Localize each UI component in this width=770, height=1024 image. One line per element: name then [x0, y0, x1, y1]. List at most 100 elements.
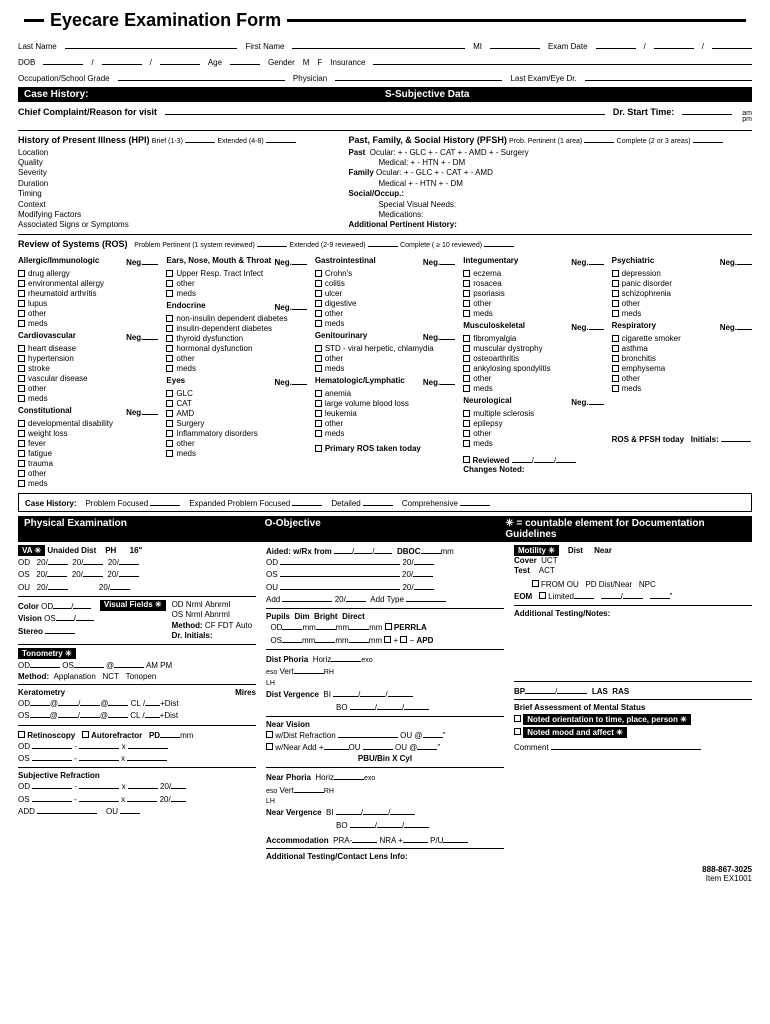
checkbox-icon[interactable] — [315, 310, 322, 317]
input-addtype[interactable] — [406, 593, 446, 602]
checkbox-icon[interactable] — [463, 420, 470, 427]
checkbox-icon[interactable] — [18, 345, 25, 352]
chk-item[interactable]: fibromyalgia — [463, 334, 603, 343]
input-va-ou-3[interactable] — [110, 581, 130, 590]
input-rev-2[interactable] — [534, 454, 554, 463]
input-neg[interactable] — [143, 256, 158, 265]
checkbox-icon[interactable] — [166, 430, 173, 437]
input-rev-3[interactable] — [556, 454, 576, 463]
input-bi2[interactable] — [360, 688, 385, 697]
input-va-ou-1[interactable] — [48, 581, 68, 590]
vf-cf[interactable]: CF — [205, 621, 216, 630]
input-vision-os[interactable] — [56, 612, 74, 621]
input-pra[interactable] — [352, 834, 377, 843]
input-kera-os1[interactable] — [30, 709, 50, 718]
input-subj-os2[interactable] — [79, 793, 119, 802]
chk-item[interactable]: meds — [463, 309, 603, 318]
checkbox-icon[interactable] — [166, 345, 173, 352]
input-examdate-1[interactable] — [596, 39, 636, 49]
checkbox-icon[interactable] — [315, 280, 322, 287]
chk-mood[interactable] — [514, 728, 521, 735]
input-wnear[interactable] — [324, 741, 349, 750]
input-physician[interactable] — [335, 71, 502, 81]
chk-item[interactable]: developmental disability — [18, 419, 158, 428]
input-nv-bi1[interactable] — [336, 806, 361, 815]
checkbox-icon[interactable] — [315, 445, 322, 452]
input-dob-3[interactable] — [160, 55, 200, 65]
input-subj-od1[interactable] — [32, 780, 72, 789]
input-kera-cl-od[interactable] — [145, 697, 160, 706]
input-initials[interactable] — [721, 433, 751, 442]
checkbox-icon[interactable] — [18, 320, 25, 327]
chk-item[interactable]: non-insulin dependent diabetes — [166, 314, 306, 323]
input-np-vert[interactable] — [294, 784, 324, 793]
input-pu[interactable] — [443, 834, 468, 843]
chk-item[interactable]: insulin-dependent diabetes — [166, 324, 306, 333]
input-subj-od3[interactable] — [128, 780, 158, 789]
input-examdate-3[interactable] — [712, 39, 752, 49]
chk-item[interactable]: CAT — [166, 399, 306, 408]
chk-item[interactable]: meds — [612, 309, 752, 318]
input-kera-od4[interactable] — [108, 697, 128, 706]
checkbox-icon[interactable] — [612, 365, 619, 372]
input-aided-od[interactable] — [280, 556, 400, 565]
input-lastexam[interactable] — [585, 71, 752, 81]
chk-item[interactable]: cigarette smoker — [612, 334, 752, 343]
chk-item[interactable]: trauma — [18, 459, 158, 468]
checkbox-icon[interactable] — [315, 430, 322, 437]
chk-item[interactable]: meds — [315, 429, 455, 438]
chk-item[interactable]: other — [612, 374, 752, 383]
chk-item[interactable]: meds — [166, 364, 306, 373]
las-label[interactable]: LAS — [592, 687, 608, 696]
chk-item[interactable]: muscular dystrophy — [463, 344, 603, 353]
input-neg-6[interactable] — [292, 376, 307, 385]
chk-apd-minus[interactable] — [400, 636, 407, 643]
input-limited4[interactable] — [650, 590, 670, 599]
chk-item[interactable]: meds — [463, 439, 603, 448]
input-ch-pf[interactable] — [150, 497, 180, 506]
checkbox-icon[interactable] — [463, 300, 470, 307]
input-subj-add[interactable] — [37, 805, 97, 814]
input-kera-od2[interactable] — [58, 697, 78, 706]
input-wnear-ouat[interactable] — [417, 741, 437, 750]
checkbox-icon[interactable] — [463, 375, 470, 382]
input-kera-os3[interactable] — [80, 709, 100, 718]
chk-wdist[interactable] — [266, 731, 273, 738]
checkbox-icon[interactable] — [315, 290, 322, 297]
chk-item[interactable]: asthma — [612, 344, 752, 353]
checkbox-reviewed[interactable] — [463, 456, 470, 463]
input-retino-od3[interactable] — [128, 740, 168, 749]
checkbox-icon[interactable] — [315, 365, 322, 372]
input-retino-os2[interactable] — [79, 752, 119, 761]
input-pup-os3[interactable] — [349, 634, 369, 643]
input-kera-od1[interactable] — [30, 697, 50, 706]
checkbox-icon[interactable] — [463, 345, 470, 352]
checkbox-icon[interactable] — [315, 320, 322, 327]
input-examdate-2[interactable] — [654, 39, 694, 49]
checkbox-icon[interactable] — [463, 355, 470, 362]
input-subj-ou[interactable] — [120, 805, 140, 814]
checkbox-icon[interactable] — [612, 300, 619, 307]
input-neg-14[interactable] — [737, 321, 752, 330]
input-pup-od2[interactable] — [316, 621, 336, 630]
input-aided-3[interactable] — [374, 545, 392, 554]
checkbox-icon[interactable] — [463, 440, 470, 447]
chk-item[interactable]: weight loss — [18, 429, 158, 438]
checkbox-icon[interactable] — [18, 430, 25, 437]
input-nra[interactable] — [403, 834, 428, 843]
chk-item[interactable]: epilepsy — [463, 419, 603, 428]
label-f[interactable]: F — [317, 58, 322, 67]
chk-item[interactable]: meds — [315, 364, 455, 373]
input-bo1[interactable] — [350, 701, 375, 710]
checkbox-icon[interactable] — [18, 480, 25, 487]
chk-item[interactable]: eczema — [463, 269, 603, 278]
chk-item[interactable]: other — [18, 384, 158, 393]
chk-item[interactable]: meds — [166, 289, 306, 298]
input-aided-os-20[interactable] — [413, 568, 433, 577]
input-horiz[interactable] — [331, 653, 361, 662]
input-retino-od1[interactable] — [32, 740, 72, 749]
checkbox-icon[interactable] — [166, 450, 173, 457]
chk-item[interactable]: anemia — [315, 389, 455, 398]
chk-item[interactable]: multiple sclerosis — [463, 409, 603, 418]
checkbox-icon[interactable] — [463, 430, 470, 437]
